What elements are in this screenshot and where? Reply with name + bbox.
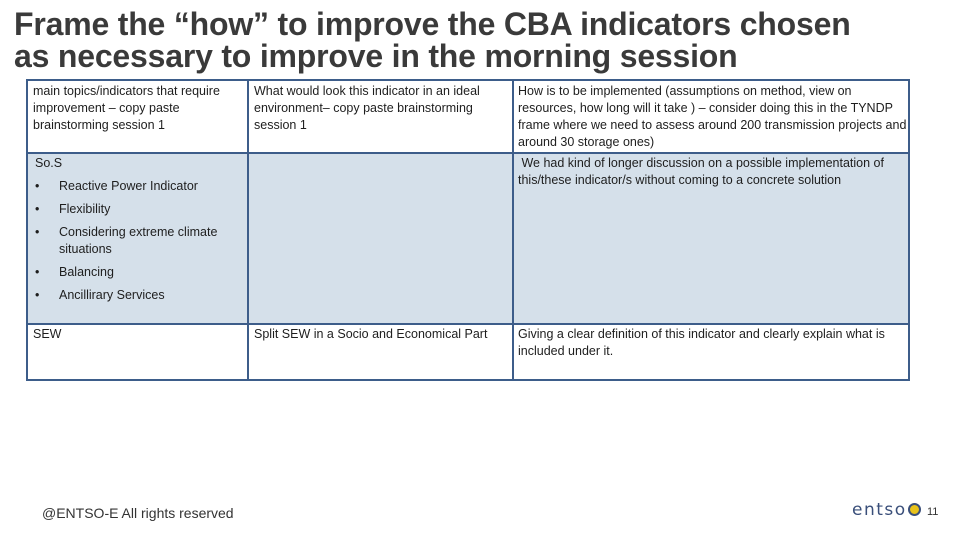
slide-title: Frame the “how” to improve the CBA indic… <box>14 8 944 72</box>
entsoe-logo: entso <box>852 500 921 520</box>
bullet-text: Flexibility <box>59 202 111 216</box>
logo-text: entso <box>852 500 907 520</box>
bullet-text: Considering extreme climate situations <box>59 225 218 256</box>
row-sew-how: Giving a clear definition of this indica… <box>518 327 885 358</box>
bullet-icon: • <box>35 265 40 279</box>
list-item: • Considering extreme climate situations <box>35 224 245 258</box>
header-topics: main topics/indicators that require impr… <box>33 84 220 132</box>
bullet-text: Reactive Power Indicator <box>59 179 198 193</box>
list-item: • Reactive Power Indicator <box>35 178 245 195</box>
bullet-icon: • <box>35 179 40 193</box>
bullet-icon: • <box>35 225 40 239</box>
page-number: 11 <box>927 506 939 518</box>
list-item: • Balancing <box>35 264 245 281</box>
table-row-sos-bg <box>28 154 908 325</box>
row-sos-topic: So.S • Reactive Power Indicator • Flexibil… <box>35 155 245 310</box>
row-sos-how: We had kind of longer discussion on a po… <box>518 156 888 187</box>
bullet-text: Balancing <box>59 265 114 279</box>
slide-title-line-2: as necessary to improve in the morning s… <box>14 38 738 74</box>
row-sos-bullet-list: • Reactive Power Indicator • Flexibility •… <box>35 178 245 304</box>
row-sos-title: So.S <box>35 156 63 170</box>
row-sew-ideal: Split SEW in a Socio and Economical Part <box>254 327 488 341</box>
row-sew-topic: SEW <box>33 327 62 341</box>
bullet-icon: • <box>35 202 40 216</box>
slide-title-line-1: Frame the “how” to improve the CBA indic… <box>14 6 851 42</box>
header-ideal: What would look this indicator in an ide… <box>254 84 480 132</box>
column-divider <box>247 81 249 379</box>
logo-e-icon <box>907 503 921 516</box>
column-divider <box>512 81 514 379</box>
row-divider <box>28 152 908 154</box>
cba-table: main topics/indicators that require impr… <box>26 79 910 381</box>
row-divider <box>28 323 908 325</box>
header-how: How is to be implemented (assumptions on… <box>518 84 907 149</box>
bullet-text: Ancillirary Services <box>59 288 165 302</box>
list-item: • Flexibility <box>35 201 245 218</box>
list-item: • Ancillirary Services <box>35 287 245 304</box>
bullet-icon: • <box>35 288 40 302</box>
copyright-notice: @ENTSO-E All rights reserved <box>42 505 234 521</box>
